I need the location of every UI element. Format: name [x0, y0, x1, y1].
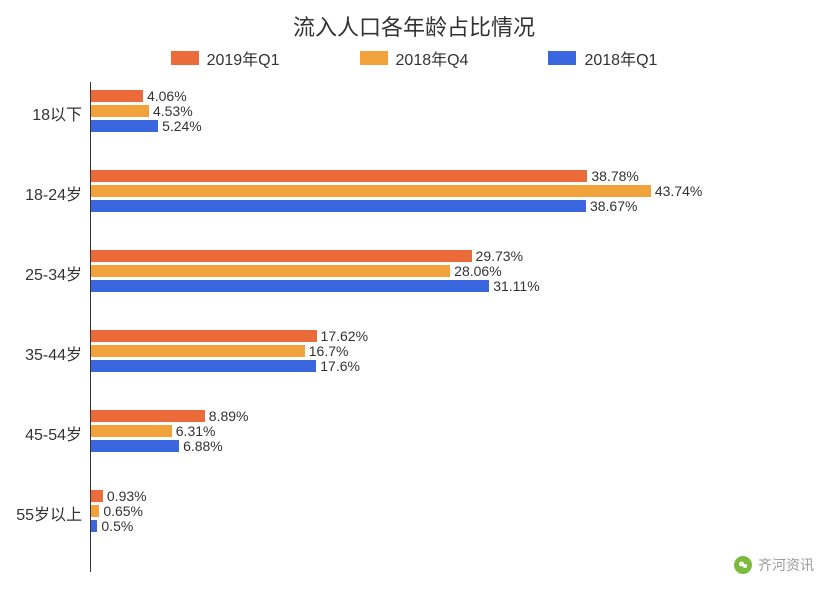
bar-row: 5.24% — [91, 120, 202, 132]
bar — [91, 280, 489, 292]
category-group: 25-34岁29.73%28.06%31.11% — [90, 250, 810, 292]
bar-row: 6.88% — [91, 440, 223, 452]
category-label: 18以下 — [32, 101, 82, 125]
category-group: 35-44岁17.62%16.7%17.6% — [90, 330, 810, 372]
bar — [91, 410, 205, 422]
category-label: 45-54岁 — [25, 421, 82, 445]
bar-row: 31.11% — [91, 280, 540, 292]
bar — [91, 265, 450, 277]
bar-row: 17.62% — [91, 330, 368, 342]
bar — [91, 490, 103, 502]
bar-row: 0.5% — [91, 520, 133, 532]
category-label: 25-34岁 — [25, 261, 82, 285]
bar-value-label: 43.74% — [655, 183, 702, 199]
category-label: 35-44岁 — [25, 341, 82, 365]
bar-row: 43.74% — [91, 185, 702, 197]
bar — [91, 250, 472, 262]
bar — [91, 105, 149, 117]
bar — [91, 360, 316, 372]
bar-row: 4.06% — [91, 90, 187, 102]
legend-label-0: 2019年Q1 — [207, 46, 280, 70]
category-label: 18-24岁 — [25, 181, 82, 205]
bar — [91, 425, 172, 437]
source-text: 齐河资讯 — [758, 555, 814, 575]
bar-value-label: 8.89% — [209, 408, 249, 424]
bar — [91, 330, 317, 342]
category-group: 18以下4.06%4.53%5.24% — [90, 90, 810, 132]
category-label: 55岁以上 — [16, 501, 82, 525]
bar-value-label: 0.65% — [103, 503, 143, 519]
bar-row: 17.6% — [91, 360, 360, 372]
bar — [91, 520, 97, 532]
legend-item-2: 2018年Q1 — [548, 46, 657, 70]
bar-value-label: 28.06% — [454, 263, 501, 279]
wechat-icon — [734, 556, 752, 574]
bar — [91, 345, 305, 357]
bar-value-label: 0.93% — [107, 488, 147, 504]
bar-value-label: 31.11% — [493, 278, 539, 294]
bar-value-label: 17.6% — [320, 358, 360, 374]
bar-row: 8.89% — [91, 410, 248, 422]
bar-row: 6.31% — [91, 425, 215, 437]
bar-row: 0.93% — [91, 490, 147, 502]
legend-label-1: 2018年Q4 — [396, 46, 469, 70]
bar — [91, 90, 143, 102]
bar-value-label: 38.78% — [591, 168, 638, 184]
legend-item-1: 2018年Q4 — [360, 46, 469, 70]
bar — [91, 185, 651, 197]
bar-value-label: 38.67% — [590, 198, 637, 214]
bar-row: 4.53% — [91, 105, 193, 117]
bar-value-label: 6.88% — [183, 438, 223, 454]
legend-swatch-0 — [171, 51, 199, 65]
bar-row: 28.06% — [91, 265, 502, 277]
legend-item-0: 2019年Q1 — [171, 46, 280, 70]
plot-area: 18以下4.06%4.53%5.24%18-24岁38.78%43.74%38.… — [90, 82, 810, 572]
bar-row: 0.65% — [91, 505, 143, 517]
bar-value-label: 29.73% — [476, 248, 523, 264]
bar-value-label: 0.5% — [101, 518, 133, 534]
bar-value-label: 16.7% — [309, 343, 349, 359]
bar-value-label: 5.24% — [162, 118, 202, 134]
bar-value-label: 6.31% — [176, 423, 216, 439]
chart-container: 流入人口各年龄占比情况 2019年Q1 2018年Q4 2018年Q1 18以下… — [0, 0, 828, 591]
bar-row: 29.73% — [91, 250, 523, 262]
source-attribution: 齐河资讯 — [734, 555, 814, 575]
bar-row: 38.78% — [91, 170, 639, 182]
category-group: 45-54岁8.89%6.31%6.88% — [90, 410, 810, 452]
legend-label-2: 2018年Q1 — [584, 46, 657, 70]
bar-row: 38.67% — [91, 200, 637, 212]
bar-row: 16.7% — [91, 345, 348, 357]
legend-swatch-1 — [360, 51, 388, 65]
bar — [91, 170, 587, 182]
legend-swatch-2 — [548, 51, 576, 65]
category-group: 18-24岁38.78%43.74%38.67% — [90, 170, 810, 212]
category-group: 55岁以上0.93%0.65%0.5% — [90, 490, 810, 532]
bar-value-label: 17.62% — [321, 328, 368, 344]
bar — [91, 120, 158, 132]
bar — [91, 505, 99, 517]
chart-title: 流入人口各年龄占比情况 — [0, 0, 828, 42]
bar-value-label: 4.53% — [153, 103, 193, 119]
bar — [91, 440, 179, 452]
bar-value-label: 4.06% — [147, 88, 187, 104]
bar — [91, 200, 586, 212]
legend: 2019年Q1 2018年Q4 2018年Q1 — [0, 46, 828, 70]
